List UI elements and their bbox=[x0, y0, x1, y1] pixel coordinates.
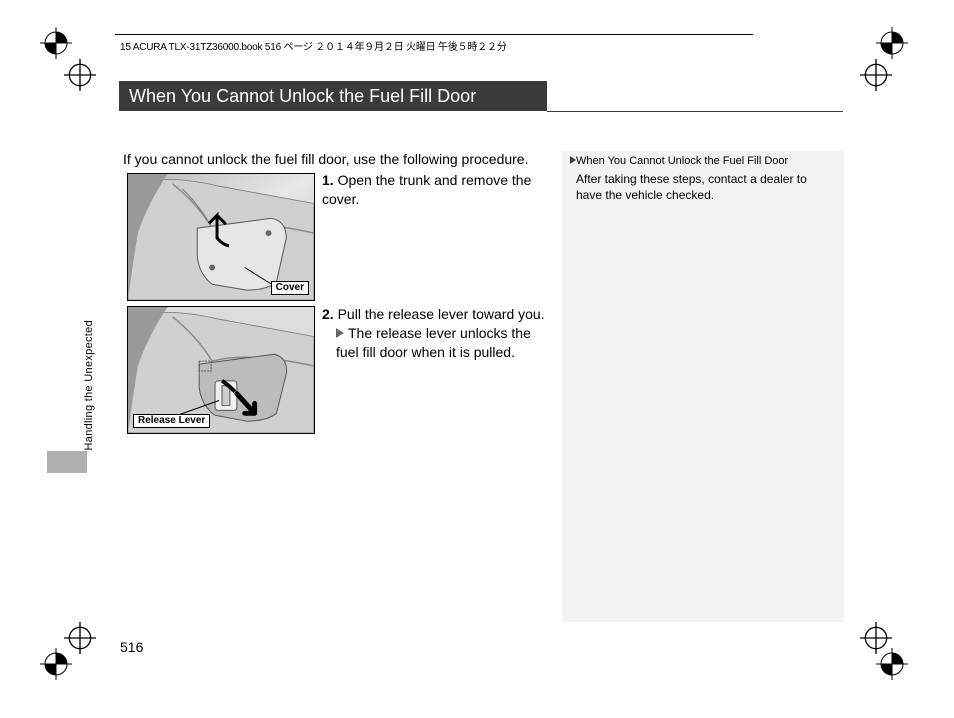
manual-page: 15 ACURA TLX-31TZ36000.book 516 ページ ２０１４… bbox=[0, 0, 954, 718]
sidebar-title-text: When You Cannot Unlock the Fuel Fill Doo… bbox=[576, 155, 788, 167]
step-1: 1. Open the trunk and remove the cover. bbox=[322, 171, 552, 209]
figure-release-lever: Release Lever bbox=[127, 306, 315, 434]
triangle-bullet-icon bbox=[336, 328, 344, 338]
crosshair-br bbox=[860, 622, 884, 646]
header-filepath: 15 ACURA TLX-31TZ36000.book 516 ページ ２０１４… bbox=[120, 38, 507, 53]
step-2-sub: The release lever unlocks the fuel fill … bbox=[336, 325, 531, 360]
figure-release-lever-label: Release Lever bbox=[133, 414, 210, 428]
crop-mark-tr bbox=[876, 27, 908, 59]
step-1-num: 1. bbox=[322, 172, 334, 188]
step-2: 2. Pull the release lever toward you. Th… bbox=[322, 305, 552, 362]
crosshair-tr bbox=[860, 59, 884, 83]
info-sidebar: When You Cannot Unlock the Fuel Fill Doo… bbox=[562, 151, 844, 622]
crop-mark-tl bbox=[40, 27, 72, 59]
sidebar-body: After taking these steps, contact a deal… bbox=[570, 171, 836, 203]
page-number: 516 bbox=[120, 639, 143, 655]
crosshair-bl bbox=[64, 622, 88, 646]
intro-text: If you cannot unlock the fuel fill door,… bbox=[123, 151, 528, 167]
section-thumb-tab bbox=[47, 451, 87, 473]
figure-cover-label: Cover bbox=[271, 281, 309, 295]
page-title: When You Cannot Unlock the Fuel Fill Doo… bbox=[119, 81, 547, 111]
step-2-text: Pull the release lever toward you. bbox=[338, 306, 545, 322]
step-2-num: 2. bbox=[322, 306, 334, 322]
crosshair-tl bbox=[64, 59, 88, 83]
title-rule bbox=[547, 111, 843, 112]
figure-cover: Cover bbox=[127, 173, 315, 301]
sidebar-title: When You Cannot Unlock the Fuel Fill Doo… bbox=[570, 155, 836, 167]
section-label-vertical: Handling the Unexpected bbox=[83, 320, 95, 450]
header-rule bbox=[115, 34, 753, 35]
step-1-text: Open the trunk and remove the cover. bbox=[322, 172, 531, 207]
